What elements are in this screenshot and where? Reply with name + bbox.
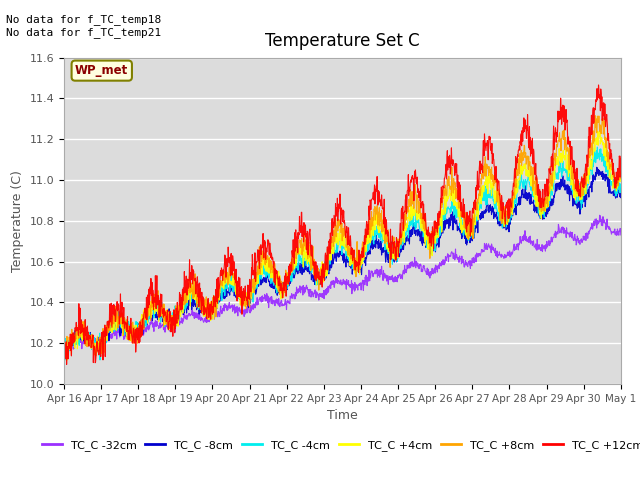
Y-axis label: Temperature (C): Temperature (C): [11, 170, 24, 272]
Legend: TC_C -32cm, TC_C -8cm, TC_C -4cm, TC_C +4cm, TC_C +8cm, TC_C +12cm: TC_C -32cm, TC_C -8cm, TC_C -4cm, TC_C +…: [37, 435, 640, 455]
Text: No data for f_TC_temp18
No data for f_TC_temp21: No data for f_TC_temp18 No data for f_TC…: [6, 14, 162, 38]
Text: WP_met: WP_met: [75, 64, 129, 77]
X-axis label: Time: Time: [327, 409, 358, 422]
Title: Temperature Set C: Temperature Set C: [265, 33, 420, 50]
